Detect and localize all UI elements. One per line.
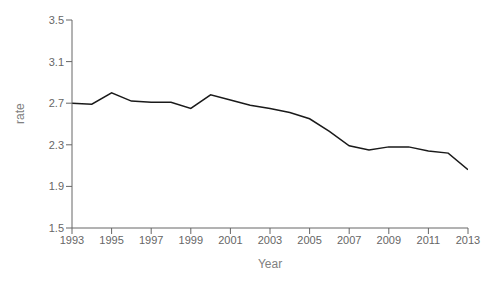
svg-text:3.1: 3.1	[49, 56, 64, 68]
svg-text:3.5: 3.5	[49, 14, 64, 26]
svg-text:2009: 2009	[377, 234, 401, 246]
svg-text:2005: 2005	[297, 234, 321, 246]
svg-text:2003: 2003	[258, 234, 282, 246]
svg-text:1997: 1997	[139, 234, 163, 246]
svg-text:2013: 2013	[456, 234, 480, 246]
svg-text:2007: 2007	[337, 234, 361, 246]
svg-text:1.5: 1.5	[49, 222, 64, 234]
svg-text:Year: Year	[258, 257, 282, 271]
svg-text:2001: 2001	[218, 234, 242, 246]
svg-text:2.3: 2.3	[49, 139, 64, 151]
svg-text:2.7: 2.7	[49, 97, 64, 109]
svg-text:1999: 1999	[179, 234, 203, 246]
svg-text:rate: rate	[13, 103, 27, 124]
svg-text:1993: 1993	[60, 234, 84, 246]
svg-text:2011: 2011	[417, 234, 441, 246]
svg-text:1995: 1995	[99, 234, 123, 246]
svg-text:1.9: 1.9	[49, 180, 64, 192]
